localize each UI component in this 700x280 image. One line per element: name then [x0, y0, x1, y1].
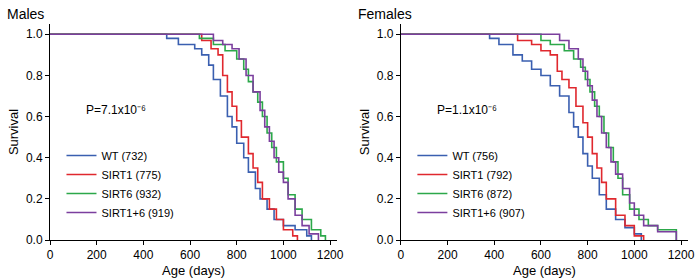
svg-text:Age (days): Age (days)	[162, 263, 225, 278]
svg-text:0.8: 0.8	[26, 69, 43, 83]
svg-text:Survival: Survival	[6, 109, 21, 155]
svg-text:0.0: 0.0	[377, 233, 394, 247]
svg-text:0.6: 0.6	[377, 110, 394, 124]
svg-text:Females: Females	[358, 6, 412, 22]
svg-text:WT (756): WT (756)	[452, 150, 498, 162]
svg-text:600: 600	[531, 248, 551, 262]
svg-text:0.4: 0.4	[377, 151, 394, 165]
svg-text:1000: 1000	[270, 248, 297, 262]
svg-text:0.4: 0.4	[26, 151, 43, 165]
svg-text:1200: 1200	[317, 248, 344, 262]
svg-text:1.0: 1.0	[377, 27, 394, 41]
svg-text:Survival: Survival	[357, 109, 372, 155]
svg-text:Age (days): Age (days)	[513, 263, 576, 278]
svg-text:800: 800	[227, 248, 247, 262]
svg-text:0.6: 0.6	[26, 110, 43, 124]
svg-text:1.0: 1.0	[26, 27, 43, 41]
svg-text:0.8: 0.8	[377, 69, 394, 83]
svg-text:800: 800	[578, 248, 598, 262]
svg-text:WT (732): WT (732)	[101, 150, 147, 162]
svg-text:0.2: 0.2	[377, 192, 394, 206]
svg-text:SIRT1+6 (907): SIRT1+6 (907)	[452, 207, 524, 219]
svg-text:SIRT1 (775): SIRT1 (775)	[101, 169, 161, 181]
svg-text:200: 200	[438, 248, 458, 262]
svg-text:SIRT6 (872): SIRT6 (872)	[452, 188, 512, 200]
svg-text:400: 400	[484, 248, 504, 262]
svg-text:0.0: 0.0	[26, 233, 43, 247]
svg-text:0: 0	[47, 248, 54, 262]
svg-text:SIRT1+6 (919): SIRT1+6 (919)	[101, 207, 173, 219]
svg-text:0.2: 0.2	[26, 192, 43, 206]
svg-text:0: 0	[398, 248, 405, 262]
svg-text:P=1.1x10⁻⁶: P=1.1x10⁻⁶	[437, 103, 497, 117]
svg-text:SIRT1 (792): SIRT1 (792)	[452, 169, 512, 181]
svg-text:400: 400	[133, 248, 153, 262]
svg-text:1200: 1200	[668, 248, 695, 262]
svg-text:200: 200	[87, 248, 107, 262]
svg-text:600: 600	[180, 248, 200, 262]
svg-text:P=7.1x10⁻⁶: P=7.1x10⁻⁶	[86, 103, 146, 117]
svg-text:SIRT6 (932): SIRT6 (932)	[101, 188, 161, 200]
svg-text:Males: Males	[7, 6, 44, 22]
svg-text:1000: 1000	[621, 248, 648, 262]
